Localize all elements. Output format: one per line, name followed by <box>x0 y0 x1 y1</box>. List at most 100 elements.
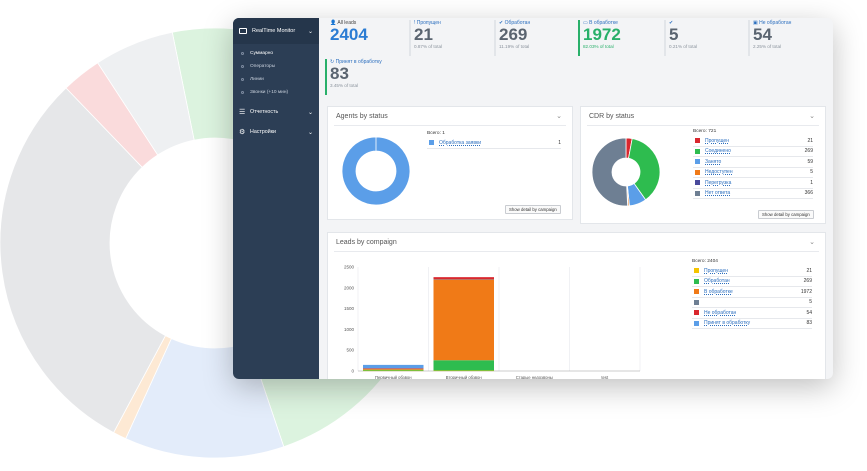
sidebar-header-label: RealTime Monitor <box>252 28 296 34</box>
legend-swatch <box>694 310 699 316</box>
chevron-down-icon[interactable]: ⌄ <box>809 239 815 246</box>
legend-row[interactable]: Не обработан 54 <box>692 308 812 319</box>
chevron-down-icon: ⌄ <box>307 109 313 116</box>
divider <box>587 125 819 126</box>
legend-rows: Обработка заявки 1 <box>427 138 561 149</box>
legend-swatch <box>695 159 700 165</box>
legend-label[interactable]: В обработке <box>704 288 733 295</box>
agents-donut-chart <box>341 136 411 206</box>
stat-processed[interactable]: ✔ Обработан 269 11.19% of total <box>494 20 579 56</box>
legend-swatch <box>695 190 700 196</box>
stat-divider <box>578 20 580 56</box>
sidebar-item-settings[interactable]: ⚙ Настройки ⌄ <box>233 122 319 142</box>
legend-row[interactable]: Обработка заявки 1 <box>427 138 561 149</box>
stat-label: ▭ В обработке <box>583 20 663 26</box>
agents-legend: Всего: 1 Обработка заявки 1 <box>427 131 561 149</box>
legend-row[interactable]: Пропущен 21 <box>692 266 812 277</box>
legend-swatch <box>694 268 699 274</box>
legend-swatch <box>695 148 700 154</box>
legend-row[interactable]: Соединено 269 <box>693 147 813 157</box>
stat-label-text: All leads <box>337 20 357 26</box>
background-donut-slice-5[interactable] <box>97 31 195 156</box>
y-tick-label: 1000 <box>344 327 355 332</box>
legend-label[interactable]: Нет ответа <box>705 190 731 197</box>
bar-segment[interactable] <box>363 369 424 371</box>
chevron-down-icon[interactable]: ⌄ <box>809 113 815 120</box>
show-detail-button[interactable]: Show detail by campaign <box>505 205 561 214</box>
legend-label[interactable]: Не обработан <box>704 309 737 316</box>
sidebar-item-reports[interactable]: ☰ Отчетность ⌄ <box>233 102 319 122</box>
cdr-donut-slice-5[interactable] <box>591 137 629 207</box>
stat-in-progress[interactable]: ▭ В обработке 1972 82.03% of total <box>578 20 663 56</box>
bar-segment[interactable] <box>433 360 495 371</box>
bar-segment[interactable] <box>433 279 495 361</box>
legend-label[interactable]: Пропущен <box>705 137 729 144</box>
stat-not-processed[interactable]: ▣ Не обработан 54 2.25% of total <box>748 20 833 56</box>
agents-donut-slice-0[interactable] <box>341 136 411 206</box>
bar-segment[interactable] <box>363 370 424 372</box>
stat-accepted[interactable]: ↻ Принят в обработку 83 3.45% of total <box>325 59 440 95</box>
legend-label[interactable]: Принят в обработку <box>704 320 751 327</box>
cdr-donut-slice-1[interactable] <box>628 138 661 201</box>
legend-row[interactable]: Занято 59 <box>693 157 813 168</box>
stat-divider <box>494 20 496 56</box>
stat-label: ▣ Не обработан <box>753 20 833 26</box>
stat-label-text: Пропущен <box>416 20 441 26</box>
legend-row[interactable]: В обработке 1972 <box>692 287 812 298</box>
legend-row[interactable]: Перегрузка 1 <box>693 178 813 189</box>
legend-label[interactable]: Соединено <box>705 148 731 155</box>
legend-label[interactable]: Обработан <box>704 278 730 285</box>
legend-swatch <box>695 169 700 175</box>
legend-swatch <box>694 278 699 284</box>
ticket-icon: ▭ <box>583 20 588 26</box>
legend-rows: Пропущен 21 Обработан 269 В обработке 1972 5 Не… <box>692 266 812 329</box>
sidebar-item-summary[interactable]: Суммарно <box>233 47 319 60</box>
background-donut-slice-3[interactable] <box>0 87 167 434</box>
show-detail-button[interactable]: Show detail by campaign <box>758 210 814 219</box>
legend-row[interactable]: Пропущен 21 <box>693 136 813 147</box>
legend-row[interactable]: Принят в обработку 83 <box>692 319 812 329</box>
chevron-down-icon[interactable]: ⌄ <box>556 113 562 120</box>
stat-all-leads: 👤 All leads 2404 <box>330 20 410 44</box>
stat-label-text: Не обработан <box>759 20 792 26</box>
legend-row[interactable]: Недоступен 5 <box>693 168 813 178</box>
legend-value: 269 <box>804 148 813 155</box>
y-tick-label: 2000 <box>344 285 355 290</box>
stat-value: 83 <box>330 64 349 83</box>
stat-unnamed[interactable]: ✔ 5 0.21% of total <box>664 20 749 56</box>
bar-segment[interactable] <box>363 364 424 369</box>
legend-rows: Пропущен 21 Соединено 269 Занято 59 Недоступен… <box>693 136 813 199</box>
chevron-down-icon: ⌄ <box>307 28 313 35</box>
legend-label[interactable]: Пропущен <box>704 267 728 274</box>
legend-value: 5 <box>809 299 812 306</box>
stat-value: 2404 <box>330 25 368 44</box>
sidebar-item-calls[interactable]: Звонки (+10 мин) <box>233 86 319 99</box>
bar-segment[interactable] <box>433 279 495 280</box>
bar-segment[interactable] <box>363 368 424 369</box>
legend-label[interactable]: Обработка заявки <box>439 139 482 146</box>
sidebar-item-operators[interactable]: Операторы <box>233 60 319 73</box>
legend-label[interactable]: Перегрузка <box>705 179 732 186</box>
legend-row[interactable]: Обработан 269 <box>692 277 812 287</box>
legend-value: 21 <box>807 137 813 144</box>
sidebar-item-label: Настройки <box>250 129 276 135</box>
sidebar-header-realtime-monitor[interactable]: RealTime Monitor ⌄ <box>233 18 319 44</box>
bar-segment[interactable] <box>433 370 495 372</box>
legend-swatch <box>694 320 699 326</box>
panel-title: CDR by status <box>589 113 635 120</box>
sidebar-item-lines[interactable]: Линии <box>233 73 319 86</box>
stat-divider <box>409 20 411 56</box>
stat-value: 1972 <box>583 25 621 44</box>
bar-segment[interactable] <box>363 368 424 370</box>
legend-row[interactable]: Нет ответа 366 <box>693 189 813 199</box>
stat-divider <box>325 59 327 95</box>
legend-swatch <box>695 138 700 144</box>
legend-row[interactable]: 5 <box>692 298 812 308</box>
legend-label[interactable]: Занято <box>705 158 722 165</box>
y-tick-label: 2500 <box>344 265 355 270</box>
stat-percent: 11.19% of total <box>499 44 530 49</box>
bar-segment[interactable] <box>433 277 495 280</box>
legend-label[interactable]: Недоступен <box>705 169 733 176</box>
stat-label: ✔ Обработан <box>499 20 579 26</box>
stat-missed[interactable]: ! Пропущен 21 0.87% of total <box>409 20 494 56</box>
